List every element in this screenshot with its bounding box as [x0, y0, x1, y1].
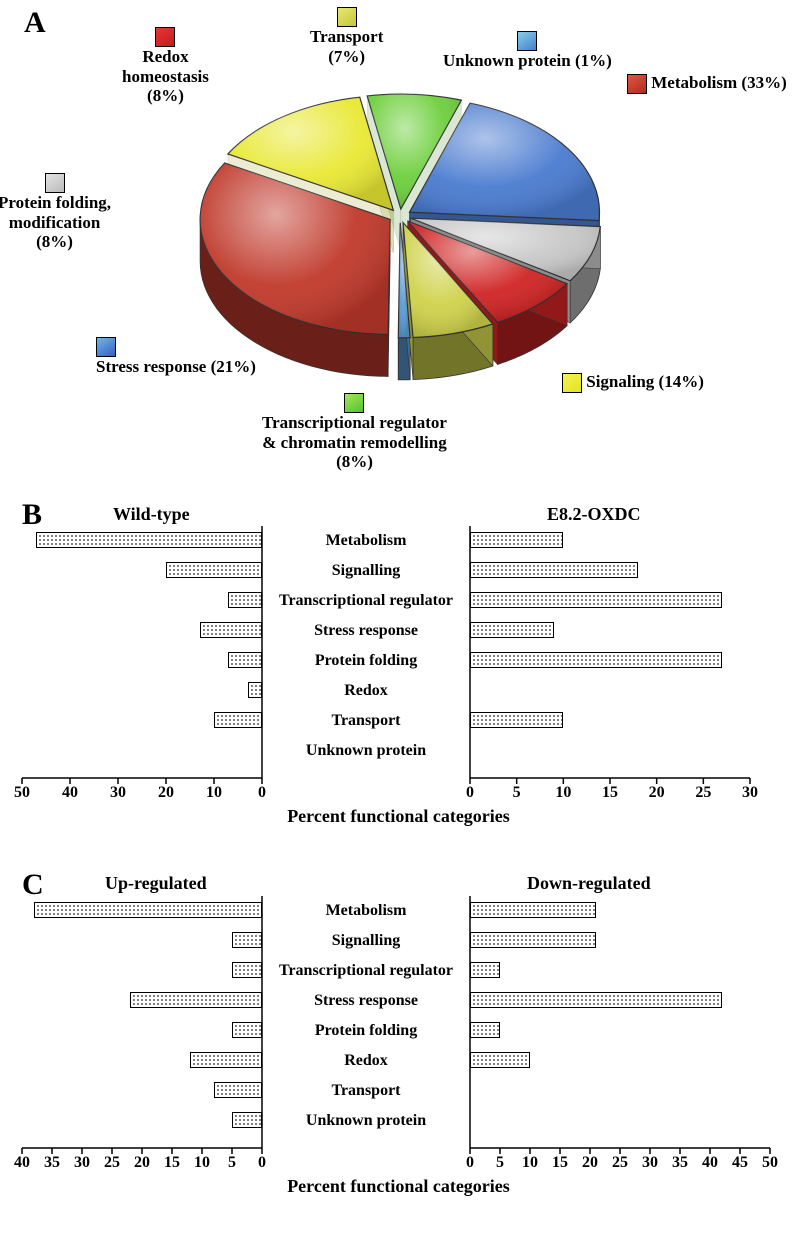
bar-left	[228, 592, 262, 608]
tick-label: 0	[466, 784, 474, 802]
category-label: Transport	[266, 1082, 466, 1100]
x-axis-label: Percent functional categories	[0, 1176, 797, 1197]
pie-label-unknown: Unknown protein (1%)	[443, 30, 612, 71]
bar-right	[470, 1022, 500, 1038]
tick-label: 40	[702, 1154, 718, 1172]
category-label: Stress response	[266, 992, 466, 1010]
tick-label: 30	[742, 784, 758, 802]
panel-label-A: A	[24, 6, 46, 40]
tick-label: 50	[14, 784, 30, 802]
bar-left	[232, 1022, 262, 1038]
bar-left	[232, 932, 262, 948]
tick-label: 15	[164, 1154, 180, 1172]
swatch-stress	[96, 337, 116, 357]
swatch-signaling	[562, 373, 582, 393]
tick-label: 25	[104, 1154, 120, 1172]
bar-right	[470, 712, 563, 728]
pie-label-folding: Protein folding,modification(8%)	[0, 172, 111, 252]
tick-label: 25	[612, 1154, 628, 1172]
tick-label: 20	[134, 1154, 150, 1172]
bar-left	[248, 682, 262, 698]
bar-right	[470, 532, 563, 548]
category-label: Metabolism	[266, 902, 466, 920]
tick-label: 10	[555, 784, 571, 802]
tick-label: 0	[258, 784, 266, 802]
category-label: Transcriptional regulator	[266, 962, 466, 980]
swatch-unknown	[517, 31, 537, 51]
category-label: Redox	[266, 682, 466, 700]
tick-label: 40	[62, 784, 78, 802]
swatch-redox	[155, 27, 175, 47]
tick-label: 10	[206, 784, 222, 802]
bar-right	[470, 932, 596, 948]
tick-label: 50	[762, 1154, 778, 1172]
x-axis-label: Percent functional categories	[0, 806, 797, 827]
bar-right	[470, 592, 722, 608]
figure-page: A Unknown protein (1%) Metabolism (33%) …	[0, 0, 797, 1237]
tick-label: 0	[258, 1154, 266, 1172]
bar-left	[34, 902, 262, 918]
bar-right	[470, 622, 554, 638]
bar-left	[214, 1082, 262, 1098]
pie-label-metabolism: Metabolism (33%)	[627, 73, 787, 94]
tick-label: 20	[158, 784, 174, 802]
swatch-transport	[337, 7, 357, 27]
tick-label: 5	[496, 1154, 504, 1172]
tick-label: 25	[695, 784, 711, 802]
category-label: Transcriptional regulator	[266, 592, 466, 610]
category-label: Metabolism	[266, 532, 466, 550]
pie-label-redox: Redoxhomeostasis(8%)	[122, 26, 209, 106]
bar-right	[470, 902, 596, 918]
category-label: Protein folding	[266, 652, 466, 670]
bar-right	[470, 1052, 530, 1068]
bar-right	[470, 962, 500, 978]
pie-label-stress: Stress response (21%)	[96, 336, 256, 377]
bar-right	[470, 652, 722, 668]
pie-label-transcriptional: Transcriptional regulator& chromatin rem…	[262, 392, 447, 472]
category-label: Signalling	[266, 932, 466, 950]
tick-label: 0	[466, 1154, 474, 1172]
tick-label: 40	[14, 1154, 30, 1172]
tick-label: 15	[602, 784, 618, 802]
category-label: Redox	[266, 1052, 466, 1070]
bar-left	[214, 712, 262, 728]
bar-left	[232, 962, 262, 978]
tick-label: 20	[582, 1154, 598, 1172]
tick-label: 30	[110, 784, 126, 802]
tick-label: 5	[513, 784, 521, 802]
tick-label: 45	[732, 1154, 748, 1172]
tick-label: 10	[194, 1154, 210, 1172]
tick-label: 30	[642, 1154, 658, 1172]
swatch-metabolism	[627, 74, 647, 94]
category-label: Unknown protein	[266, 742, 466, 760]
category-label: Stress response	[266, 622, 466, 640]
swatch-folding	[45, 173, 65, 193]
bar-left	[228, 652, 262, 668]
category-label: Protein folding	[266, 1022, 466, 1040]
tick-label: 15	[552, 1154, 568, 1172]
bar-right	[470, 562, 638, 578]
category-label: Transport	[266, 712, 466, 730]
category-label: Signalling	[266, 562, 466, 580]
tick-label: 10	[522, 1154, 538, 1172]
bar-left	[190, 1052, 262, 1068]
pie-label-signaling: Signaling (14%)	[562, 372, 704, 393]
bar-left	[232, 1112, 262, 1128]
panelB-svg	[0, 498, 797, 858]
tick-label: 30	[74, 1154, 90, 1172]
bar-left	[166, 562, 262, 578]
category-label: Unknown protein	[266, 1112, 466, 1130]
tick-label: 20	[649, 784, 665, 802]
bar-left	[200, 622, 262, 638]
bar-left	[36, 532, 262, 548]
tick-label: 35	[44, 1154, 60, 1172]
swatch-transcriptional	[344, 393, 364, 413]
bar-left	[130, 992, 262, 1008]
tick-label: 5	[228, 1154, 236, 1172]
bar-right	[470, 992, 722, 1008]
tick-label: 35	[672, 1154, 688, 1172]
pie-label-transport: Transport(7%)	[310, 6, 383, 66]
